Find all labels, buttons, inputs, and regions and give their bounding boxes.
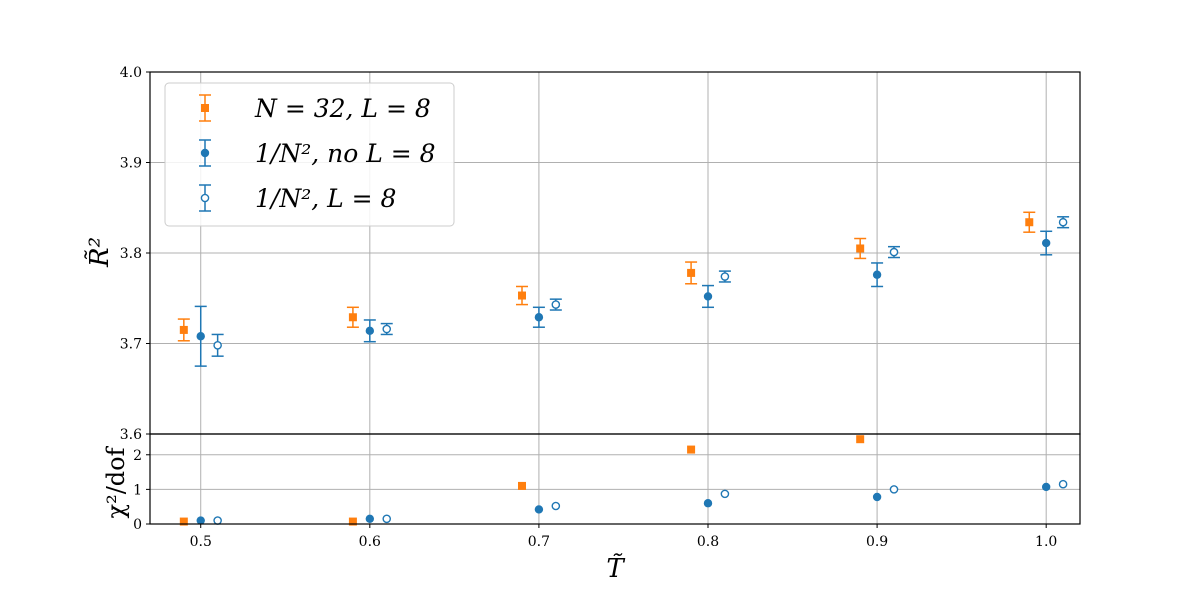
top-point-series-3 [382,324,392,334]
bottom-y-tick-label: 2 [133,448,142,464]
legend-entries: N = 32, L = 8 1/N², no L = 8 1/N², L = 8 [199,94,436,213]
bottom-point-series-3 [889,485,899,494]
x-tick-label: 1.0 [1035,534,1057,550]
top-point-series-1 [348,313,357,322]
bottom-point-series-2 [872,492,882,502]
bottom-data-marks [179,435,1068,526]
bottom-point-series-2 [1041,482,1051,492]
bottom-point-series-2 [534,505,544,514]
legend: N = 32, L = 8 1/N², no L = 8 1/N², L = 8 [164,82,455,227]
bottom-point-series-3 [551,501,561,511]
top-point-series-3 [889,247,899,257]
top-y-tick-label: 3.7 [120,337,142,353]
top-point-series-2 [196,332,205,341]
legend-marker-1 [201,104,209,112]
bottom-point-series-3 [1058,479,1068,489]
top-point-series-3 [1058,217,1068,227]
top-point-series-2 [365,326,375,336]
bottom-grid [150,434,1080,525]
top-point-series-2 [1041,238,1051,248]
top-data-marks [177,211,1070,367]
bottom-point-series-3 [382,514,392,524]
top-point-series-2 [534,313,544,322]
top-point-series-1 [856,244,865,253]
x-tick-label: 0.8 [697,534,719,550]
top-y-tick-label: 3.8 [120,246,142,262]
bottom-y-axis-label: χ²/dof [102,445,130,518]
x-tick-label: 0.7 [528,534,550,550]
bottom-point-series-1 [687,445,696,454]
top-point-series-1 [687,268,696,277]
bottom-point-series-1 [518,481,526,490]
bottom-point-series-3 [213,516,222,525]
bottom-point-series-1 [856,435,865,444]
top-y-tick-label: 4.0 [120,65,142,81]
top-y-tick-label: 3.9 [120,156,142,172]
legend-label-1: N = 32, L = 8 [254,94,431,123]
top-y-tick-label: 3.6 [120,427,142,443]
top-point-series-1 [518,291,526,300]
bottom-y-tick-label: 1 [133,482,142,498]
x-tick-label: 0.5 [190,534,212,550]
bottom-point-series-3 [720,489,730,499]
bottom-plot-frame [149,433,1081,525]
top-y-axis-label: R̃² [84,237,115,268]
bottom-point-series-2 [703,499,713,508]
x-axis-label: T̃ [606,553,625,584]
top-point-series-2 [703,292,713,301]
bottom-point-series-1 [179,517,188,526]
x-tick-label: 0.6 [359,534,381,550]
top-point-series-1 [179,325,188,334]
tick-labels: 0.5 0.6 0.7 0.8 0.9 1.0 3.6 3.7 3.8 3.9 4.0 0 1 2 [120,65,1058,550]
top-point-series-3 [551,300,561,309]
legend-label-3: 1/N², L = 8 [255,184,396,213]
legend-marker-2 [200,148,210,158]
bottom-point-series-1 [348,517,357,526]
top-point-series-3 [213,341,222,350]
bottom-point-series-2 [196,516,205,525]
bottom-y-tick-label: 0 [133,517,142,533]
top-point-series-1 [1025,218,1034,227]
top-point-series-2 [872,270,882,279]
top-point-series-3 [720,272,730,281]
x-tick-label: 0.9 [866,534,888,550]
legend-marker-3 [200,193,210,203]
bottom-point-series-2 [365,514,375,524]
legend-label-2: 1/N², no L = 8 [255,139,436,168]
